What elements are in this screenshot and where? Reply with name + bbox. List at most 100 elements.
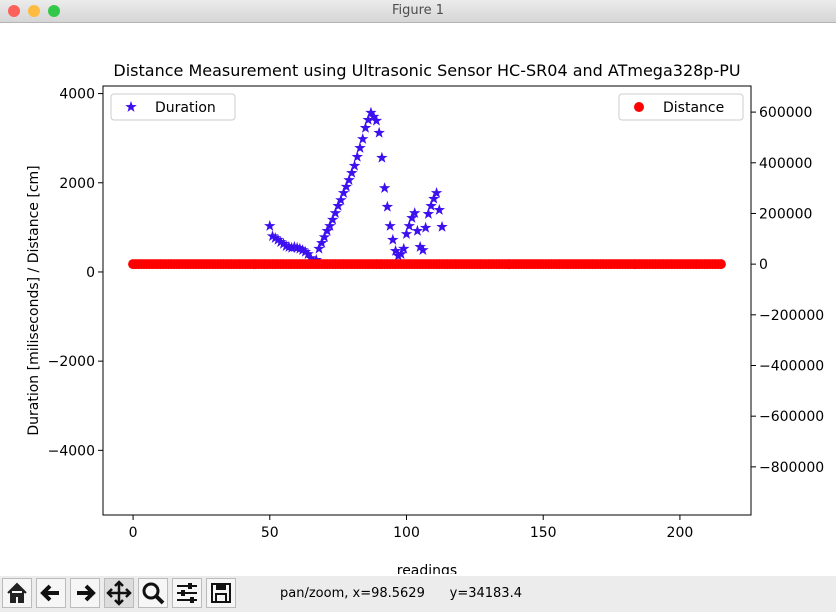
star-marker <box>316 236 328 248</box>
star-marker <box>348 159 361 171</box>
star-marker <box>296 244 309 255</box>
plot-frame <box>102 85 752 516</box>
star-marker <box>335 194 347 206</box>
legend: Distance <box>618 93 744 121</box>
star-marker <box>373 126 385 138</box>
star-marker <box>264 220 276 231</box>
y2-tick-label: −600000 <box>759 409 824 425</box>
y-tick-label: 4000 <box>59 87 95 103</box>
star-marker <box>269 232 281 243</box>
star-marker <box>370 114 383 126</box>
star-marker <box>302 248 314 259</box>
star-marker <box>433 203 446 215</box>
star-marker <box>318 231 331 243</box>
home-button[interactable] <box>2 578 32 608</box>
save-button[interactable] <box>206 578 236 608</box>
star-marker <box>398 242 410 254</box>
star-marker <box>387 233 399 245</box>
series-distance <box>128 259 726 270</box>
star-marker <box>381 200 394 212</box>
star-marker <box>275 236 287 247</box>
y2-tick-label: 600000 <box>759 105 812 121</box>
star-marker <box>329 207 342 218</box>
x-tick-label: 100 <box>393 525 420 541</box>
star-marker <box>357 133 369 144</box>
dot-marker <box>634 102 644 112</box>
star-marker <box>324 220 336 231</box>
y2-tick-label: 400000 <box>759 156 812 172</box>
toolbar: pan/zoom, x=98.5629 y=34183.4 <box>0 576 836 612</box>
chart-title: Distance Measurement using Ultrasonic Se… <box>113 61 740 80</box>
x-tick-label: 200 <box>667 525 694 541</box>
star-marker <box>419 221 432 233</box>
star-marker <box>272 233 284 245</box>
star-marker <box>326 213 339 225</box>
star-marker <box>376 151 388 163</box>
series-duration <box>264 106 448 267</box>
zoom-button[interactable] <box>48 5 60 17</box>
star-marker <box>343 174 355 185</box>
status-y: y=34183.4 <box>449 586 522 601</box>
star-marker <box>367 110 380 122</box>
pan-button[interactable] <box>104 578 134 608</box>
star-marker <box>351 150 363 162</box>
star-marker <box>321 224 333 236</box>
x-axis-label: readings <box>397 563 457 574</box>
star-marker <box>266 230 279 242</box>
legend-label: Duration <box>155 100 216 116</box>
title-bar: Figure 1 <box>0 0 836 23</box>
star-marker <box>359 121 372 133</box>
y2-tick-label: 0 <box>759 257 768 273</box>
star-marker <box>430 187 443 198</box>
star-marker <box>354 141 366 153</box>
star-marker <box>384 220 396 231</box>
star-marker <box>403 220 415 231</box>
y-tick-label: −2000 <box>48 354 95 370</box>
chart: Distance Measurement using Ultrasonic Se… <box>26 61 824 574</box>
y-tick-label: 2000 <box>59 176 95 192</box>
legend-label: Distance <box>663 100 724 116</box>
star-marker <box>346 166 358 178</box>
y2-tick-label: 200000 <box>759 206 812 222</box>
y2-tick-label: −200000 <box>759 308 824 324</box>
window-title: Figure 1 <box>391 3 445 18</box>
y-tick-label: −4000 <box>48 443 95 459</box>
x-tick-label: 50 <box>261 525 279 541</box>
configure-button[interactable] <box>172 578 202 608</box>
star-marker <box>332 199 344 211</box>
y2-tick-label: −400000 <box>759 358 824 374</box>
star-marker <box>337 187 350 198</box>
star-marker <box>340 180 353 192</box>
star-marker <box>299 245 312 257</box>
y2-tick-label: −800000 <box>759 460 824 476</box>
star-marker <box>389 245 402 256</box>
star-marker <box>277 237 290 249</box>
star-marker <box>313 242 325 254</box>
star-marker <box>378 182 391 193</box>
y-tick-label: 0 <box>86 265 95 281</box>
star-marker <box>392 249 404 261</box>
star-marker <box>411 224 424 236</box>
star-marker <box>406 212 418 223</box>
star-marker <box>428 192 440 204</box>
star-marker <box>408 207 421 218</box>
y-axis-label: Duration [miliseconds] / Distance [cm] <box>26 165 42 435</box>
zoom-tool-button[interactable] <box>138 578 168 608</box>
forward-button[interactable] <box>70 578 100 608</box>
star-marker <box>125 101 137 112</box>
legend-box <box>110 93 236 121</box>
x-tick-label: 150 <box>530 525 557 541</box>
star-marker <box>422 207 435 219</box>
star-marker <box>417 244 429 255</box>
status-text: pan/zoom, x=98.5629 y=34183.4 <box>280 586 522 601</box>
close-button[interactable] <box>8 5 20 17</box>
dot-marker <box>715 259 726 270</box>
star-marker <box>365 106 377 118</box>
legend: Duration <box>110 93 236 121</box>
star-marker <box>425 199 437 211</box>
minimize-button[interactable] <box>28 5 40 17</box>
star-marker <box>305 252 317 263</box>
back-button[interactable] <box>36 578 66 608</box>
star-marker <box>362 113 374 125</box>
